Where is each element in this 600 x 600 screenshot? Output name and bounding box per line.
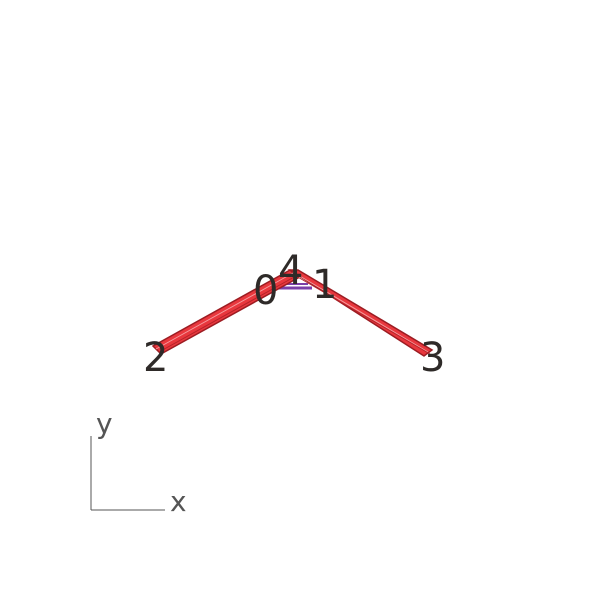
- left-member-beam: [151, 269, 300, 355]
- axis-triad: y x: [90, 407, 187, 518]
- node-label-0: 0: [253, 268, 278, 314]
- right-member: [287, 269, 434, 357]
- node-label-4: 4: [278, 248, 303, 294]
- x-axis-label: x: [170, 485, 187, 518]
- left-member-edge: [158, 275, 297, 353]
- node-label-1: 1: [312, 262, 337, 308]
- left-member-highlight: [155, 272, 294, 350]
- left-member: [151, 269, 300, 355]
- right-member-highlight: [292, 271, 429, 353]
- y-axis-label: y: [96, 407, 113, 440]
- node-label-2: 2: [143, 335, 168, 381]
- node-labels: 0 4 1 2 3: [143, 248, 445, 381]
- right-member-edge: [295, 275, 431, 355]
- node-label-3: 3: [420, 335, 445, 381]
